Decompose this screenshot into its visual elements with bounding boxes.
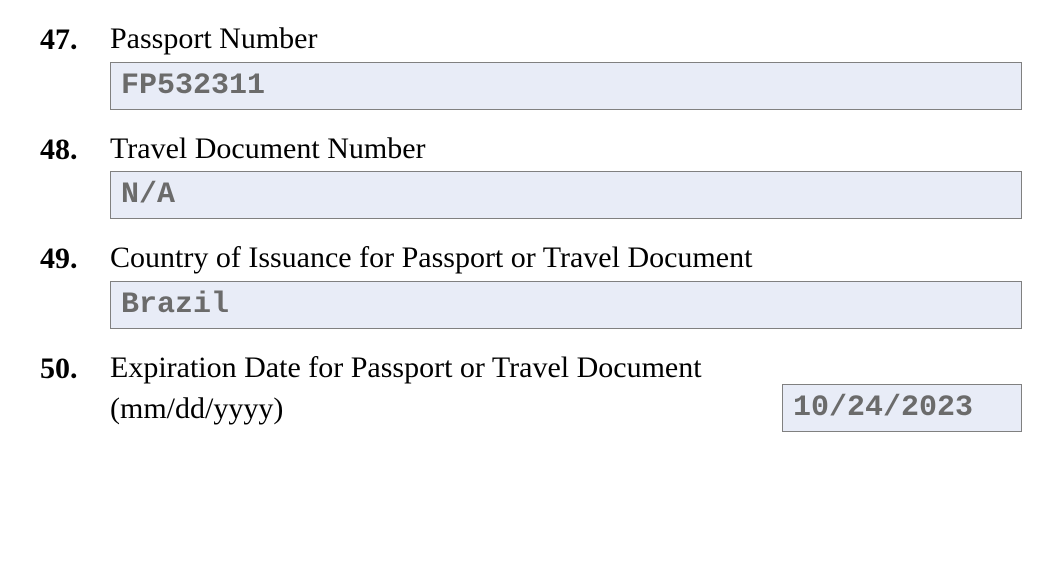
field-48-row: 48. Travel Document Number N/A — [40, 130, 1022, 232]
field-49-number: 49. — [40, 239, 110, 277]
field-50-content: Expiration Date for Passport or Travel D… — [110, 349, 1022, 432]
field-48-content: Travel Document Number N/A — [110, 130, 1022, 232]
field-50-label-line2: (mm/dd/yyyy) — [110, 390, 762, 428]
field-47-number: 47. — [40, 20, 110, 58]
field-48-number: 48. — [40, 130, 110, 168]
field-47-label: Passport Number — [110, 20, 1022, 58]
expiration-date-input[interactable]: 10/24/2023 — [782, 384, 1022, 432]
field-47-content: Passport Number FP532311 — [110, 20, 1022, 122]
field-50-label-block: Expiration Date for Passport or Travel D… — [110, 349, 762, 432]
field-50-row: 50. Expiration Date for Passport or Trav… — [40, 349, 1022, 432]
field-48-label: Travel Document Number — [110, 130, 1022, 168]
field-50-label-line1: Expiration Date for Passport or Travel D… — [110, 349, 762, 387]
field-50-number: 50. — [40, 349, 110, 387]
passport-number-input[interactable]: FP532311 — [110, 62, 1022, 110]
field-49-content: Country of Issuance for Passport or Trav… — [110, 239, 1022, 341]
country-of-issuance-input[interactable]: Brazil — [110, 281, 1022, 329]
field-49-row: 49. Country of Issuance for Passport or … — [40, 239, 1022, 341]
field-47-row: 47. Passport Number FP532311 — [40, 20, 1022, 122]
field-49-label: Country of Issuance for Passport or Trav… — [110, 239, 1022, 277]
travel-document-number-input[interactable]: N/A — [110, 171, 1022, 219]
